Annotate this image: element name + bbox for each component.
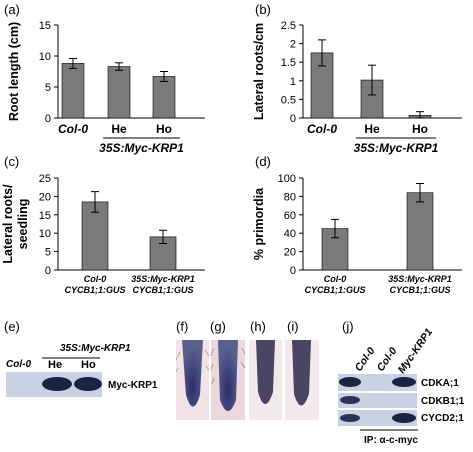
y-axis-label: % primordia <box>252 187 266 260</box>
y-axis-label: seedling <box>16 199 30 250</box>
y-tick-label: 40 <box>284 228 296 240</box>
y-tick-label: 0.5 <box>281 94 296 106</box>
group-label: 35S:Myc-KRP1 <box>99 141 184 155</box>
y-tick-label: 80 <box>284 191 296 203</box>
blot-j-row-cycd: CYCD2;1 <box>421 413 464 424</box>
panel-label-j: (j) <box>342 319 354 334</box>
x-tick-label: CYCB1;1:GUS <box>64 285 125 295</box>
panel-label-g: (g) <box>210 319 226 334</box>
blot-j: Col-0 Col-0 Myc-KRP1 CDKA;1 CDKB1;1 CYCD… <box>338 326 465 446</box>
y-tick-label: 20 <box>39 191 51 203</box>
blot-j-row-cdka: CDKA;1 <box>421 378 459 389</box>
blot-j-row-cdkb: CDKB1;1 <box>421 396 465 407</box>
y-tick-label: 25 <box>39 173 51 185</box>
x-tick-label: Ho <box>412 122 428 136</box>
blot-e-band-label: Myc-KRP1 <box>108 380 158 391</box>
y-tick-label: 5 <box>45 247 51 259</box>
chart-root-length: 0 5 10 15 Root length (cm) Col-0 He Ho 35S:Myc-K… <box>7 20 205 155</box>
y-tick-label: 2.5 <box>281 20 296 32</box>
x-tick-label: 35S:Myc-KRP1 <box>388 274 452 284</box>
chart-lateral-roots-per-cm: 0 0.5 1 1.5 2 2.5 Lateral roots/cm Col-0 He Ho 35S… <box>252 20 462 155</box>
blot-e-lane-col0: Col-0 <box>6 359 31 370</box>
y-tick-label: 60 <box>284 210 296 222</box>
y-tick-label: 20 <box>284 247 296 259</box>
x-tick-label: He <box>111 122 127 136</box>
y-axis-label: Lateral roots/cm <box>252 23 266 120</box>
x-tick-label: Ho <box>156 122 172 136</box>
panel-label-a: (a) <box>4 2 20 17</box>
y-tick-label: 0 <box>45 113 51 125</box>
panel-label-d: (d) <box>255 154 271 169</box>
y-tick-label: 0 <box>45 265 51 277</box>
blot-j-lane-3: Myc-KRP1 <box>396 326 436 376</box>
y-tick-label: 1.5 <box>281 57 296 69</box>
blot-e-group-label: 35S:Myc-KRP1 <box>60 343 131 354</box>
root-images <box>175 340 319 420</box>
blot-e-band-he <box>42 377 72 391</box>
bar <box>406 192 434 271</box>
x-tick-label: CYCB1;1:GUS <box>304 285 365 295</box>
panel-label-c: (c) <box>4 154 19 169</box>
root-image-g <box>210 340 246 420</box>
blot-j-ip-label: IP: α-c-myc <box>364 435 418 446</box>
panel-label-b: (b) <box>255 2 271 17</box>
blot-j-lane-1: Col-0 <box>353 345 378 374</box>
panel-label-i: (i) <box>287 319 299 334</box>
root-image-i <box>285 340 319 420</box>
blot-e-lane-he: He <box>48 359 62 371</box>
x-tick-label: 35S:Myc-KRP1 <box>131 274 195 284</box>
blot-e: 35S:Myc-KRP1 Col-0 He Ho Myc-KRP1 <box>6 343 158 397</box>
blot-j-band-3c <box>392 413 416 423</box>
y-tick-label: 2 <box>290 39 296 51</box>
bar <box>61 63 85 119</box>
x-tick-label: Col-0 <box>58 122 88 136</box>
panel-label-h: (h) <box>250 319 266 334</box>
y-tick-label: 15 <box>39 20 51 32</box>
x-tick-label: CYCB1;1:GUS <box>132 285 193 295</box>
y-tick-label: 0 <box>290 265 296 277</box>
blot-e-band-ho <box>74 377 102 391</box>
y-axis-label: Lateral roots/ <box>1 184 15 264</box>
bar <box>152 76 176 119</box>
y-tick-label: 100 <box>278 173 296 185</box>
group-label: 35S:Myc-KRP1 <box>354 141 439 155</box>
y-tick-label: 0 <box>290 113 296 125</box>
panel-label-e: (e) <box>4 319 20 334</box>
panel-label-f: (f) <box>176 319 188 334</box>
y-tick-label: 10 <box>39 228 51 240</box>
blot-j-band-1a <box>339 377 361 387</box>
blot-j-membrane-2 <box>338 393 417 408</box>
x-tick-label: Col-0 <box>307 122 337 136</box>
y-tick-label: 10 <box>39 51 51 63</box>
blot-j-band-1c <box>392 377 416 387</box>
y-tick-label: 1 <box>290 76 296 88</box>
y-tick-label: 15 <box>39 210 51 222</box>
blot-j-band-2a <box>340 396 360 404</box>
bar <box>107 66 131 119</box>
blot-e-lane-ho: Ho <box>81 359 96 371</box>
y-tick-label: 5 <box>45 82 51 94</box>
bar <box>81 201 109 271</box>
x-tick-label: Col-0 <box>84 274 107 284</box>
x-tick-label: He <box>364 122 380 136</box>
root-image-h <box>249 340 282 420</box>
root-image-f <box>175 340 210 420</box>
blot-j-band-3a <box>340 414 360 422</box>
x-tick-label: Col-0 <box>324 274 347 284</box>
x-tick-label: CYCB1;1:GUS <box>389 285 450 295</box>
y-axis-label: Root length (cm) <box>7 22 21 121</box>
